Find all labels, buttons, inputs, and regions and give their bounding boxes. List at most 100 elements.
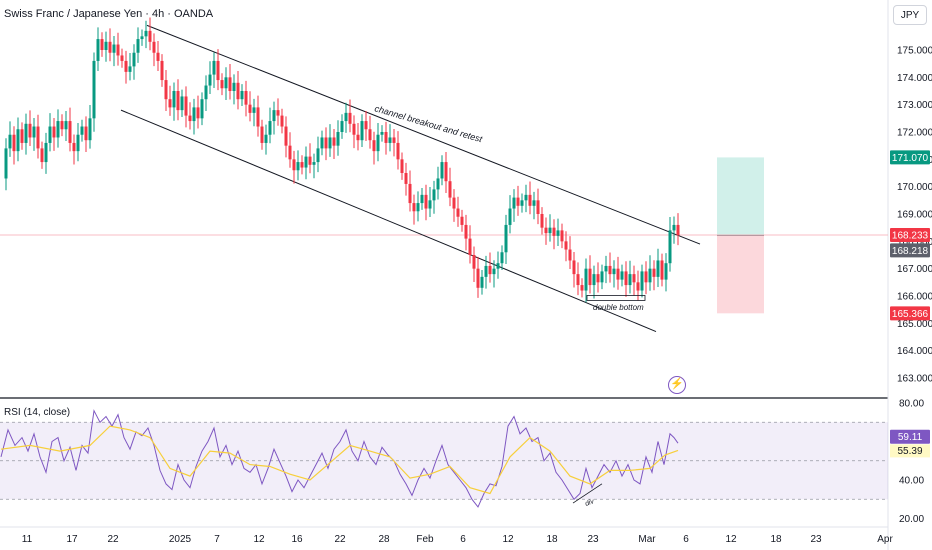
candle-body [444, 162, 448, 182]
candle-body [632, 274, 636, 283]
time-tick-label: 6 [683, 534, 689, 545]
candle-body [508, 208, 512, 225]
time-tick-label: 18 [770, 534, 782, 545]
candle-body [448, 181, 452, 198]
candle-body [628, 274, 632, 286]
candle-body [344, 112, 348, 122]
candle-body [180, 96, 184, 111]
candle-body [440, 162, 444, 179]
price-tick-label: 175.000 [897, 46, 932, 57]
candle-body [644, 271, 648, 283]
candle-body [108, 41, 112, 53]
candle-body [152, 41, 156, 53]
candle-body [424, 194, 428, 209]
candle-body [236, 82, 240, 100]
candle-body [200, 99, 204, 119]
candle-body [16, 129, 20, 152]
price-tick-label: 165.000 [897, 319, 932, 330]
candle-body [128, 66, 132, 72]
candle-body [536, 200, 540, 214]
candle-body [192, 107, 196, 122]
candle-body [44, 142, 48, 163]
candle-body [172, 91, 176, 108]
candle-body [52, 126, 56, 138]
candle-body [340, 121, 344, 132]
candle-body [604, 265, 608, 272]
candle-body [324, 137, 328, 149]
candle-body [88, 118, 92, 141]
candle-body [12, 134, 16, 152]
target-price-tag: 171.070 [892, 153, 929, 164]
candle-body [300, 162, 304, 168]
candle-body [136, 39, 140, 53]
current-price-tag: 168.233 [892, 230, 929, 241]
time-tick-label: 7 [214, 534, 220, 545]
chart-title: Swiss Franc / Japanese Yen · 4h · OANDA [4, 8, 214, 20]
candle-body [452, 197, 456, 209]
candle-body [388, 137, 392, 143]
candle-body [412, 203, 416, 212]
candle-body [36, 126, 40, 149]
candle-body [568, 249, 572, 261]
candle-body [380, 132, 384, 135]
candle-body [368, 129, 372, 141]
candle-body [656, 260, 660, 277]
price-tick-label: 163.000 [897, 374, 932, 385]
candle-body [460, 216, 464, 225]
candle-body [584, 268, 588, 291]
candle-body [80, 126, 84, 135]
candle-body [676, 224, 680, 236]
candle-body [348, 112, 352, 124]
candle-body [304, 156, 308, 168]
candle-body [640, 271, 644, 291]
candle-body [220, 80, 224, 89]
candle-body [660, 260, 664, 280]
candle-body [520, 200, 524, 206]
currency-button[interactable]: JPY [893, 5, 927, 25]
candle-body [160, 60, 164, 81]
candle-body [144, 30, 148, 37]
candle-body [372, 140, 376, 152]
time-tick-label: Apr [877, 534, 893, 545]
candle-body [228, 77, 232, 91]
candle-body [224, 77, 228, 89]
candle-body [196, 107, 200, 119]
position-stop-zone [717, 235, 764, 314]
candle-body [360, 121, 364, 141]
candle-body [596, 274, 600, 283]
entry-price-tag: 168.218 [892, 246, 929, 257]
rsi-tick-label: 20.00 [899, 514, 924, 525]
channel-lower-line [120, 109, 657, 332]
candle-body [100, 39, 104, 50]
candle-body [664, 263, 668, 280]
time-tick-label: 22 [107, 534, 119, 545]
candle-body [120, 55, 124, 61]
candle-body [396, 142, 400, 160]
candle-body [408, 183, 412, 204]
candle-body [292, 159, 296, 171]
candle-body [384, 132, 388, 143]
current-price-tag-bg [890, 227, 930, 242]
time-tick-label: 23 [810, 534, 822, 545]
candle-body [116, 44, 120, 56]
candle-body [352, 123, 356, 135]
candle-body [40, 148, 44, 163]
candle-body [600, 271, 604, 283]
lightning-icon[interactable]: ⚡ [668, 376, 686, 394]
candle-body [276, 110, 280, 116]
time-tick-label: 12 [253, 534, 265, 545]
candle-body [176, 91, 180, 111]
candle-body [216, 60, 220, 81]
candle-body [552, 227, 556, 236]
candle-body [364, 121, 368, 130]
candle-body [244, 91, 248, 105]
candle-body [636, 282, 640, 291]
rsi-tick-label: 40.00 [899, 476, 924, 487]
candle-body [56, 121, 60, 138]
rsi-divergence-annotation: div [584, 498, 595, 508]
double-bottom-box [586, 295, 646, 301]
candle-body [336, 132, 340, 146]
candle-body [256, 107, 260, 127]
candle-body [328, 137, 332, 149]
